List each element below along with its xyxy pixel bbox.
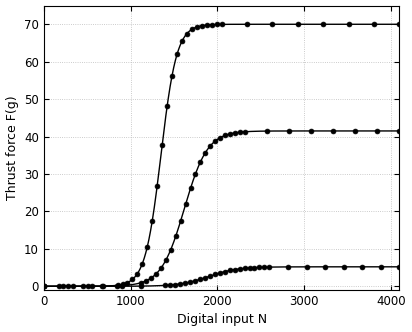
Y-axis label: Thrust force F(g): Thrust force F(g): [5, 96, 19, 200]
X-axis label: Digital input N: Digital input N: [177, 313, 267, 326]
